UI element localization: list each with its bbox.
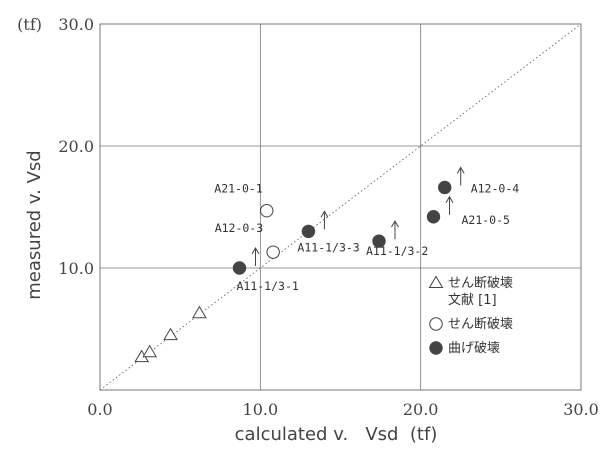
- reference-line-layer: [99, 23, 582, 391]
- up-arrow-head-icon: [391, 220, 399, 228]
- tick-label-layer: 0.0 10.0 20.0 30.0 10.0 20.0 30.0 (tf): [17, 15, 599, 419]
- triangle-marker: [192, 305, 207, 319]
- legend-label: 文献 [1]: [448, 293, 497, 308]
- legend-label: 曲げ破壊: [448, 341, 500, 356]
- y-axis-title: measured v. Vsd: [24, 150, 45, 299]
- up-arrow-head-icon: [320, 210, 329, 218]
- point-annotation: A12-0-4: [471, 181, 520, 195]
- grid-layer: [99, 23, 582, 391]
- filled-circle-marker: [301, 224, 316, 239]
- x-tick-label: 10.0: [243, 400, 279, 419]
- open-circle-marker: [260, 203, 274, 218]
- filled-circle-marker: [438, 180, 452, 195]
- y-tick-label: 20.0: [58, 137, 94, 156]
- y-unit-label: (tf): [17, 15, 42, 34]
- open-circle-marker: [266, 245, 280, 259]
- x-axis-title: calculated v. Vsd (tf): [235, 424, 438, 445]
- filled-circle-marker: [372, 234, 386, 248]
- reference-line: [99, 23, 582, 391]
- legend-filled-circle-icon: [429, 341, 443, 355]
- annotation-layer: A21-0-1 A12-0-3 A11-1/3-1 A11-1/3-3 A11-1/3-…: [214, 166, 520, 293]
- data-mark-layer: [134, 180, 452, 363]
- x-tick-label: 0.0: [87, 400, 112, 419]
- point-annotation: A11-1/3-3: [297, 240, 359, 254]
- filled-circle-marker: [426, 210, 441, 224]
- triangle-marker: [163, 327, 178, 341]
- x-tick-label: 20.0: [403, 400, 439, 419]
- point-annotation: A21-0-1: [214, 182, 263, 196]
- legend-label: せん断破壊: [448, 317, 513, 332]
- point-annotation: A21-0-5: [461, 213, 509, 227]
- point-annotation: A11-1/3-1: [236, 279, 298, 293]
- legend-triangle-icon: [428, 275, 444, 289]
- triangle-marker: [142, 344, 158, 358]
- up-arrow-head-icon: [445, 195, 454, 204]
- x-tick-label: 30.0: [563, 400, 599, 419]
- y-tick-label: 10.0: [58, 259, 94, 278]
- legend-label: せん断破壊: [448, 276, 513, 291]
- up-arrow-head-icon: [456, 166, 465, 174]
- plot-frame: [99, 23, 582, 391]
- legend-open-circle-icon: [429, 317, 443, 331]
- filled-circle-marker: [232, 261, 247, 275]
- up-arrow-head-icon: [251, 247, 260, 255]
- y-tick-label: 30.0: [58, 15, 94, 34]
- point-annotation: A11-1/3-2: [366, 244, 428, 258]
- point-annotation: A12-0-3: [215, 221, 264, 235]
